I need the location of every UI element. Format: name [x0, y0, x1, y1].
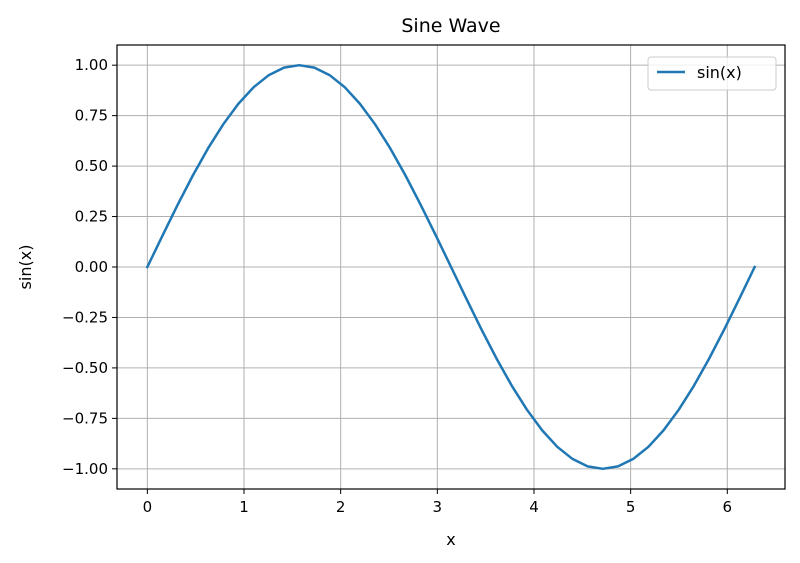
y-tick-label: −1.00	[62, 460, 108, 478]
y-tick-label: 0.00	[75, 258, 108, 276]
x-tick-label: 4	[529, 498, 539, 516]
x-tick-label: 3	[433, 498, 443, 516]
legend-box	[647, 56, 777, 91]
x-tick-label: 5	[626, 498, 636, 516]
ticks: 0 1 2 3 4 5 6 −1.00 −0.75 −0.50 −0.25 0.00 0.25 0.50 0…	[62, 56, 732, 516]
x-tick-label: 1	[239, 498, 249, 516]
y-tick-label: −0.25	[62, 308, 108, 326]
y-tick-label: 1.00	[75, 56, 108, 74]
y-tick-label: 0.75	[75, 107, 108, 125]
y-tick-label: −0.50	[62, 359, 108, 377]
x-tick-label: 2	[336, 498, 346, 516]
legend-label: sin(x)	[697, 63, 742, 82]
x-tick-label: 0	[143, 498, 153, 516]
series-line-sin	[145, 63, 757, 471]
x-tick-label: 6	[723, 498, 733, 516]
y-tick-label: 0.50	[75, 157, 108, 175]
y-axis-label: sin(x)	[16, 245, 35, 290]
x-axis-label: x	[446, 530, 455, 549]
y-tick-label: 0.25	[75, 208, 108, 226]
legend: sin(x)	[647, 56, 777, 91]
grid	[117, 45, 785, 489]
y-tick-label: −0.75	[62, 409, 108, 427]
series-layer	[145, 63, 757, 471]
chart-title: Sine Wave	[401, 15, 500, 37]
